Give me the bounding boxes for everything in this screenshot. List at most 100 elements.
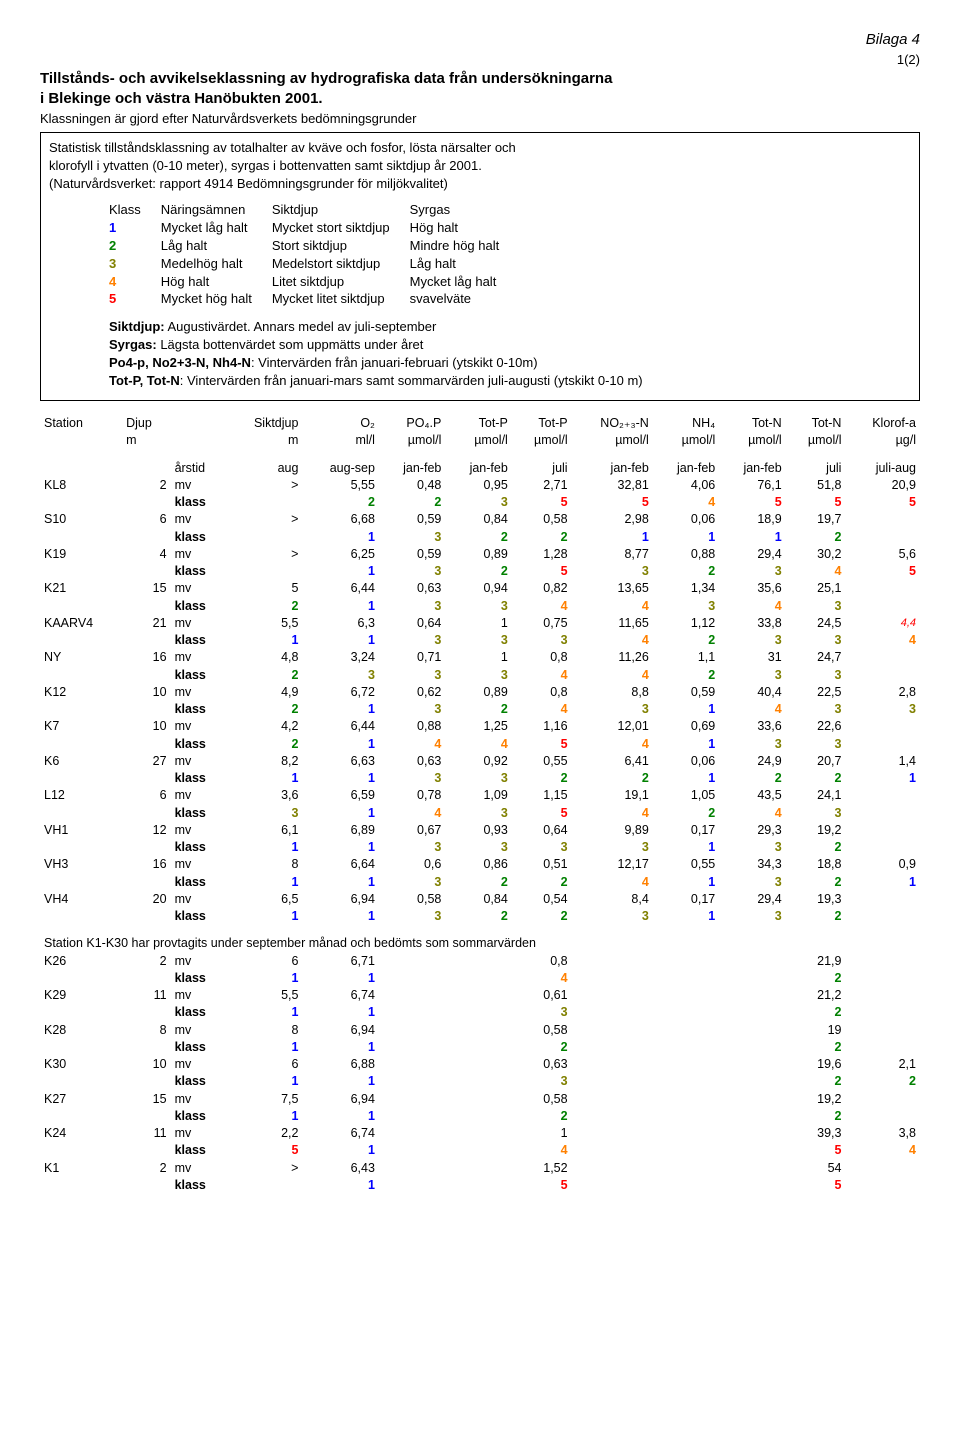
page-header: Bilaga 4 1(2) [40,30,920,69]
hdr-cell: µmol/l [379,432,445,449]
hdr-cell [40,432,122,449]
hdr-cell: µmol/l [572,432,653,449]
table-row: L126mv3,66,590,781,091,1519,11,0543,524,… [40,787,920,804]
hdr-cell: jan-feb [719,460,785,477]
klass-row: klass314354243 [40,805,920,822]
klass-legend-row: 4Hög haltLitet siktdjupMycket låg halt [109,273,519,291]
hdr-cell: Tot-P [445,415,511,432]
hdr-cell: NH₄ [653,415,719,432]
klass-row: klass1132241321 [40,874,920,891]
col-klass: Klass [109,201,161,219]
hdr-cell: juli [786,460,846,477]
table-row: K1210mv4,96,720,620,890,88,80,5940,422,5… [40,684,920,701]
hdr-cell: aug-sep [302,460,378,477]
table-row: K2911mv5,56,740,6121,2 [40,987,920,1004]
klass-syrgas: Mindre hög halt [410,237,520,255]
table-row: NY16mv4,83,240,7110,811,261,13124,7 [40,649,920,666]
table-row: VH112mv6,16,890,670,930,649,890,1729,319… [40,822,920,839]
hdr-cell: m [227,432,302,449]
klass-number: 4 [109,273,161,291]
klass-number: 1 [109,219,161,237]
table-row: KL82mv>5,550,480,952,7132,814,0676,151,8… [40,477,920,494]
hdr-cell: µmol/l [445,432,511,449]
klass-row: klass1142 [40,970,920,987]
klass-row: klass51454 [40,1142,920,1159]
table-row: K2115mv56,440,630,940,8213,651,3435,625,… [40,580,920,597]
table-row: K2715mv7,56,940,5819,2 [40,1091,920,1108]
table-row: VH420mv6,56,940,580,840,548,40,1729,419,… [40,891,920,908]
table-row: VH316mv86,640,60,860,5112,170,5534,318,8… [40,856,920,873]
klass-number: 2 [109,237,161,255]
table-row: K627mv8,26,630,630,920,556,410,0624,920,… [40,753,920,770]
hdr-cell: PO₄.P [379,415,445,432]
hdr-cell: µmol/l [653,432,719,449]
title-line-1: Tillstånds- och avvikelseklassning av hy… [40,69,920,90]
subtitle: Klassningen är gjord efter Naturvårdsver… [40,110,920,128]
table-row: K288mv86,940,5819 [40,1022,920,1039]
klass-row: klass213344343 [40,598,920,615]
table-row: S106mv>6,680,590,840,582,980,0618,919,7 [40,511,920,528]
hdr-cell: jan-feb [445,460,511,477]
klass-row: klass1133221221 [40,770,920,787]
klass-syrgas: Låg halt [410,255,520,273]
klass-row: klass223554555 [40,494,920,511]
klass-row: klass113333132 [40,839,920,856]
box-ref: (Naturvårdsverket: rapport 4914 Bedömnin… [49,175,911,193]
klass-naringsamnen: Hög halt [161,273,272,291]
hdr-row-2: mmml/lµmol/lµmol/lµmol/lµmol/lµmol/lµmol… [40,432,920,449]
klass-siktdjup: Mycket litet siktdjup [272,290,410,308]
hdr-cell: juli [512,460,572,477]
hdr-cell: Station [40,415,122,432]
klass-row: klass1133342334 [40,632,920,649]
klass-siktdjup: Medelstort siktdjup [272,255,410,273]
klass-legend-header: Klass Näringsämnen Siktdjup Syrgas [109,201,519,219]
title-line-2: i Blekinge och västra Hanöbukten 2001. [40,89,920,110]
section2-title-row: Station K1-K30 har provtagits under sept… [40,935,920,952]
box-line-2: klorofyll i ytvatten (0-10 meter), syrga… [49,157,911,175]
col-naringsamnen: Näringsämnen [161,201,272,219]
klass-legend-table: Klass Näringsämnen Siktdjup Syrgas 1 Myck… [109,201,519,309]
info-box: Statistisk tillståndsklassning av totalh… [40,132,920,401]
hdr-cell: µg/l [845,432,920,449]
klass-naringsamnen: Mycket hög halt [161,290,272,308]
table-row: K12mv>6,431,5254 [40,1160,920,1177]
hdr-row-1: StationDjupSiktdjupO₂PO₄.PTot-PTot-PNO₂₊… [40,415,920,432]
hdr-cell: ml/l [302,432,378,449]
note-2: Syrgas: Lägsta bottenvärdet som uppmätts… [109,336,911,354]
klass-row: klass233344233 [40,667,920,684]
klass-siktdjup: Mycket stort siktdjup [272,219,410,237]
table-row: K2411mv2,26,74139,33,8 [40,1125,920,1142]
table-row: K3010mv66,880,6319,62,1 [40,1056,920,1073]
hdr-cell: NO₂₊₃-N [572,415,653,432]
klass-legend-row: 2Låg haltStort siktdjupMindre hög halt [109,237,519,255]
klass-naringsamnen: Medelhög halt [161,255,272,273]
bilaga-label: Bilaga 4 [40,30,920,51]
hdr-cell: µmol/l [512,432,572,449]
klass-row: klass1122 [40,1108,920,1125]
table-row: K262mv66,710,821,9 [40,953,920,970]
hdr-cell: Tot-N [786,415,846,432]
col-siktdjup: Siktdjup [272,201,410,219]
hdr-cell [171,415,227,432]
hdr-cell: Djup [122,415,170,432]
klass-siktdjup: Litet siktdjup [272,273,410,291]
hdr-cell: jan-feb [572,460,653,477]
data-table: StationDjupSiktdjupO₂PO₄.PTot-PTot-PNO₂₊… [40,415,920,1194]
hdr-cell: jan-feb [653,460,719,477]
klass-syrgas: Hög halt [410,219,520,237]
hdr-cell: aug [227,460,302,477]
hdr-cell: O₂ [302,415,378,432]
box-line-1: Statistisk tillståndsklassning av totalh… [49,139,911,157]
klass-siktdjup: Stort siktdjup [272,237,410,255]
klass-legend-row: 5Mycket hög haltMycket litet siktdjupsva… [109,290,519,308]
klass-row: klass113223132 [40,908,920,925]
hdr-cell [122,460,170,477]
klass-legend-row: 3Medelhög haltMedelstort siktdjupLåg hal… [109,255,519,273]
hdr-cell: juli-aug [845,460,920,477]
klass-number: 5 [109,290,161,308]
hdr-cell [171,432,227,449]
klass-row: klass1132 [40,1004,920,1021]
table-row: K194mv>6,250,590,891,288,770,8829,430,25… [40,546,920,563]
hdr-row-3: årstidaugaug-sepjan-febjan-febjulijan-fe… [40,460,920,477]
klass-row: klass13221112 [40,529,920,546]
